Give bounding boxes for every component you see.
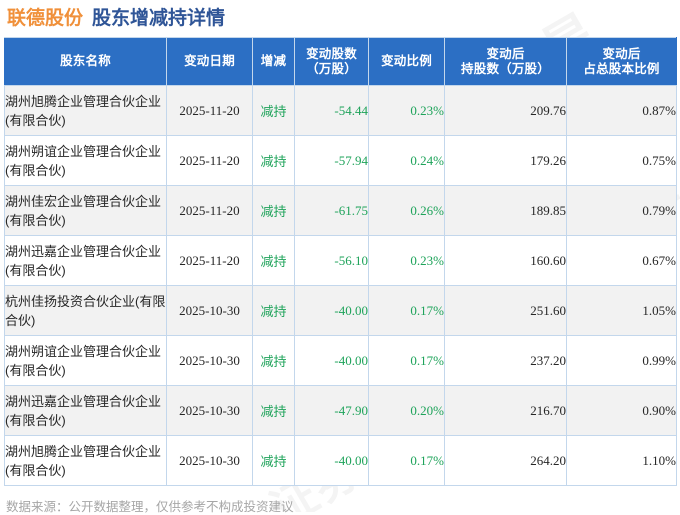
cell-change-ratio: 0.20% bbox=[368, 385, 445, 436]
cell-shareholder-name: 湖州迅嘉企业管理合伙企业(有限合伙) bbox=[4, 235, 167, 286]
cell-change-date: 2025-10-30 bbox=[166, 385, 253, 436]
cell-changed-shares: -56.10 bbox=[294, 235, 369, 286]
cell-increase-decrease: 减持 bbox=[252, 335, 295, 386]
cell-change-ratio: 0.17% bbox=[368, 435, 445, 486]
cell-ratio-after: 1.05% bbox=[566, 285, 677, 336]
cell-increase-decrease: 减持 bbox=[252, 185, 295, 236]
cell-shareholder-name: 湖州佳宏企业管理合伙企业(有限合伙) bbox=[4, 185, 167, 236]
header-line-2: （万股） bbox=[306, 61, 357, 76]
cell-change-ratio: 0.17% bbox=[368, 335, 445, 386]
table-row: 湖州朔谊企业管理合伙企业(有限合伙) 2025-10-30 减持 -40.00 … bbox=[4, 335, 677, 386]
cell-ratio-after: 0.79% bbox=[566, 185, 677, 236]
company-name: 联德股份 bbox=[7, 8, 84, 29]
cell-shareholder-name: 湖州旭腾企业管理合伙企业(有限合伙) bbox=[4, 435, 167, 486]
cell-change-date: 2025-11-20 bbox=[166, 135, 253, 186]
cell-shares-after: 264.20 bbox=[444, 435, 567, 486]
cell-increase-decrease: 减持 bbox=[252, 435, 295, 486]
cell-increase-decrease: 减持 bbox=[252, 235, 295, 286]
table-header: 股东名称 变动日期 增减 变动股数 （万股） 变动比例 变动后 持股数（万股） bbox=[4, 37, 677, 86]
cell-ratio-after: 0.87% bbox=[566, 85, 677, 136]
data-source-note: 数据来源：公开数据整理，仅供参考不构成投资建议 bbox=[6, 500, 294, 514]
header-line-1: 变动比例 bbox=[381, 54, 432, 68]
cell-changed-shares: -40.00 bbox=[294, 435, 369, 486]
cell-change-ratio: 0.26% bbox=[368, 185, 445, 236]
cell-change-ratio: 0.23% bbox=[368, 85, 445, 136]
cell-shares-after: 251.60 bbox=[444, 285, 567, 336]
page-title: 联德股份 股东增减持详情 bbox=[0, 0, 680, 37]
header-line-1: 增减 bbox=[260, 54, 287, 68]
cell-change-date: 2025-11-20 bbox=[166, 235, 253, 286]
report-title: 股东增减持详情 bbox=[92, 8, 226, 29]
cell-changed-shares: -57.94 bbox=[294, 135, 369, 186]
cell-changed-shares: -40.00 bbox=[294, 285, 369, 336]
column-header-change-ratio: 变动比例 bbox=[368, 37, 445, 86]
column-header-shares-after: 变动后 持股数（万股） bbox=[444, 37, 567, 86]
cell-changed-shares: -61.75 bbox=[294, 185, 369, 236]
cell-shareholder-name: 湖州朔谊企业管理合伙企业(有限合伙) bbox=[4, 335, 167, 386]
table-body: 湖州旭腾企业管理合伙企业(有限合伙) 2025-11-20 减持 -54.44 … bbox=[4, 85, 677, 486]
table-row: 湖州迅嘉企业管理合伙企业(有限合伙) 2025-10-30 减持 -47.90 … bbox=[4, 385, 677, 436]
column-header-change-date: 变动日期 bbox=[166, 37, 253, 86]
table-row: 湖州朔谊企业管理合伙企业(有限合伙) 2025-11-20 减持 -57.94 … bbox=[4, 135, 677, 186]
cell-ratio-after: 0.99% bbox=[566, 335, 677, 386]
table-header-row: 股东名称 变动日期 增减 变动股数 （万股） 变动比例 变动后 持股数（万股） bbox=[4, 37, 677, 86]
cell-shares-after: 189.85 bbox=[444, 185, 567, 236]
cell-shareholder-name: 湖州旭腾企业管理合伙企业(有限合伙) bbox=[4, 85, 167, 136]
table-row: 杭州佳扬投资合伙企业(有限合伙) 2025-10-30 减持 -40.00 0.… bbox=[4, 285, 677, 336]
cell-shares-after: 209.76 bbox=[444, 85, 567, 136]
cell-ratio-after: 0.90% bbox=[566, 385, 677, 436]
cell-change-ratio: 0.23% bbox=[368, 235, 445, 286]
cell-increase-decrease: 减持 bbox=[252, 385, 295, 436]
header-line-2: 持股数（万股） bbox=[461, 61, 550, 76]
cell-ratio-after: 1.10% bbox=[566, 435, 677, 486]
cell-shares-after: 237.20 bbox=[444, 335, 567, 386]
cell-increase-decrease: 减持 bbox=[252, 85, 295, 136]
cell-ratio-after: 0.67% bbox=[566, 235, 677, 286]
header-line-1: 变动后 bbox=[602, 46, 641, 61]
column-header-ratio-after: 变动后 占总股本比例 bbox=[566, 37, 677, 86]
cell-change-date: 2025-10-30 bbox=[166, 285, 253, 336]
table-row: 湖州旭腾企业管理合伙企业(有限合伙) 2025-10-30 减持 -40.00 … bbox=[4, 435, 677, 486]
cell-change-date: 2025-11-20 bbox=[166, 185, 253, 236]
cell-changed-shares: -40.00 bbox=[294, 335, 369, 386]
cell-shareholder-name: 湖州朔谊企业管理合伙企业(有限合伙) bbox=[4, 135, 167, 186]
cell-shareholder-name: 杭州佳扬投资合伙企业(有限合伙) bbox=[4, 285, 167, 336]
cell-shares-after: 216.70 bbox=[444, 385, 567, 436]
cell-ratio-after: 0.75% bbox=[566, 135, 677, 186]
column-header-changed-shares: 变动股数 （万股） bbox=[294, 37, 369, 86]
header-line-1: 变动后 bbox=[486, 46, 525, 61]
header-line-1: 变动股数 bbox=[306, 46, 357, 61]
cell-shares-after: 160.60 bbox=[444, 235, 567, 286]
header-line-1: 变动日期 bbox=[184, 54, 235, 68]
shareholder-change-table: 股东名称 变动日期 增减 变动股数 （万股） 变动比例 变动后 持股数（万股） bbox=[4, 37, 677, 486]
cell-change-date: 2025-10-30 bbox=[166, 335, 253, 386]
cell-changed-shares: -47.90 bbox=[294, 385, 369, 436]
header-line-2: 占总股本比例 bbox=[583, 61, 660, 76]
table-row: 湖州旭腾企业管理合伙企业(有限合伙) 2025-11-20 减持 -54.44 … bbox=[4, 85, 677, 136]
cell-increase-decrease: 减持 bbox=[252, 135, 295, 186]
cell-changed-shares: -54.44 bbox=[294, 85, 369, 136]
cell-shares-after: 179.26 bbox=[444, 135, 567, 186]
cell-change-ratio: 0.17% bbox=[368, 285, 445, 336]
cell-change-date: 2025-11-20 bbox=[166, 85, 253, 136]
cell-change-ratio: 0.24% bbox=[368, 135, 445, 186]
table-row: 湖州迅嘉企业管理合伙企业(有限合伙) 2025-11-20 减持 -56.10 … bbox=[4, 235, 677, 286]
column-header-shareholder-name: 股东名称 bbox=[4, 37, 167, 86]
cell-increase-decrease: 减持 bbox=[252, 285, 295, 336]
header-line-1: 股东名称 bbox=[60, 54, 111, 68]
table-row: 湖州佳宏企业管理合伙企业(有限合伙) 2025-11-20 减持 -61.75 … bbox=[4, 185, 677, 236]
cell-change-date: 2025-10-30 bbox=[166, 435, 253, 486]
cell-shareholder-name: 湖州迅嘉企业管理合伙企业(有限合伙) bbox=[4, 385, 167, 436]
column-header-increase-decrease: 增减 bbox=[252, 37, 295, 86]
